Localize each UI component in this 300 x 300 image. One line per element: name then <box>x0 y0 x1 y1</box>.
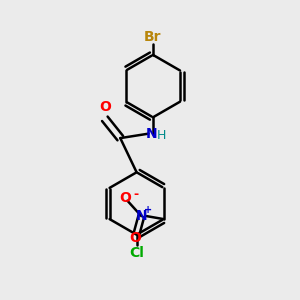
Text: O: O <box>99 100 111 114</box>
Text: +: + <box>144 205 152 214</box>
Text: O: O <box>129 230 141 244</box>
Text: H: H <box>157 129 167 142</box>
Text: N: N <box>146 127 157 141</box>
Text: N: N <box>136 209 147 223</box>
Text: Cl: Cl <box>129 246 144 260</box>
Text: -: - <box>134 188 139 201</box>
Text: O: O <box>119 191 131 205</box>
Text: Br: Br <box>144 30 162 44</box>
